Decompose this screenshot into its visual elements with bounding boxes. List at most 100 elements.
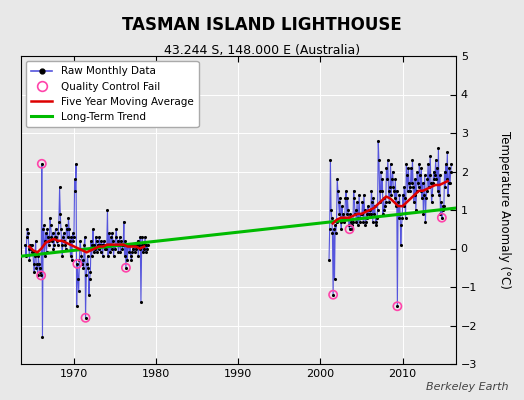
Point <box>63 234 72 240</box>
Point <box>442 176 451 182</box>
Point <box>438 214 446 221</box>
Point <box>83 253 92 259</box>
Point <box>402 160 410 167</box>
Point <box>62 222 71 229</box>
Point <box>370 203 379 209</box>
Point <box>422 195 430 202</box>
Point <box>363 214 372 221</box>
Point <box>117 242 126 248</box>
Point <box>410 199 418 206</box>
Point <box>115 242 123 248</box>
Point <box>381 199 390 206</box>
Point <box>348 226 356 232</box>
Point <box>393 303 401 310</box>
Point <box>105 230 113 236</box>
Point <box>354 214 363 221</box>
Point <box>329 292 337 298</box>
Point <box>336 218 345 225</box>
Point <box>47 234 56 240</box>
Point <box>445 164 454 171</box>
Point <box>379 211 387 217</box>
Point <box>81 234 89 240</box>
Point <box>121 238 129 244</box>
Point <box>428 191 436 198</box>
Point <box>384 157 392 163</box>
Point <box>343 211 351 217</box>
Point <box>400 184 408 190</box>
Point <box>354 222 362 229</box>
Point <box>128 245 137 252</box>
Point <box>328 214 336 221</box>
Point <box>94 242 102 248</box>
Point <box>144 242 152 248</box>
Point <box>34 253 42 259</box>
Point <box>372 218 380 225</box>
Point <box>446 168 455 175</box>
Point <box>394 199 402 206</box>
Point <box>334 199 343 206</box>
Point <box>117 238 125 244</box>
Point <box>404 164 412 171</box>
Point <box>408 180 416 186</box>
Point <box>94 245 103 252</box>
Point <box>350 195 358 202</box>
Point <box>82 272 91 279</box>
Point <box>91 245 100 252</box>
Point <box>413 180 422 186</box>
Point <box>61 242 69 248</box>
Point <box>90 249 98 256</box>
Point <box>119 242 127 248</box>
Point <box>23 234 31 240</box>
Point <box>423 176 432 182</box>
Point <box>337 226 345 232</box>
Point <box>380 207 389 213</box>
Point <box>52 234 60 240</box>
Point <box>325 257 333 263</box>
Point <box>99 242 107 248</box>
Point <box>328 230 336 236</box>
Point <box>339 214 347 221</box>
Point <box>368 218 377 225</box>
Point <box>436 211 445 217</box>
Point <box>23 226 31 232</box>
Point <box>38 160 46 167</box>
Point <box>25 245 33 252</box>
Point <box>339 211 347 217</box>
Point <box>412 207 420 213</box>
Point <box>103 207 112 213</box>
Point <box>428 199 436 206</box>
Point <box>118 245 127 252</box>
Point <box>435 172 444 178</box>
Point <box>67 253 75 259</box>
Point <box>109 238 117 244</box>
Point <box>99 253 107 259</box>
Point <box>116 234 124 240</box>
Point <box>374 138 383 144</box>
Point <box>361 222 369 229</box>
Point <box>39 226 47 232</box>
Point <box>379 195 388 202</box>
Point <box>368 199 376 206</box>
Point <box>408 157 417 163</box>
Point <box>361 207 369 213</box>
Point <box>438 207 446 213</box>
Point <box>80 242 89 248</box>
Point <box>431 172 439 178</box>
Point <box>36 268 44 275</box>
Point <box>429 180 437 186</box>
Point <box>110 242 118 248</box>
Point <box>437 199 445 206</box>
Point <box>48 238 56 244</box>
Point <box>383 164 391 171</box>
Point <box>126 253 135 259</box>
Point <box>366 207 374 213</box>
Point <box>434 145 443 152</box>
Point <box>375 157 383 163</box>
Point <box>128 249 136 256</box>
Point <box>139 242 148 248</box>
Point <box>124 242 132 248</box>
Point <box>139 249 147 256</box>
Point <box>359 218 367 225</box>
Point <box>56 184 64 190</box>
Point <box>62 245 70 252</box>
